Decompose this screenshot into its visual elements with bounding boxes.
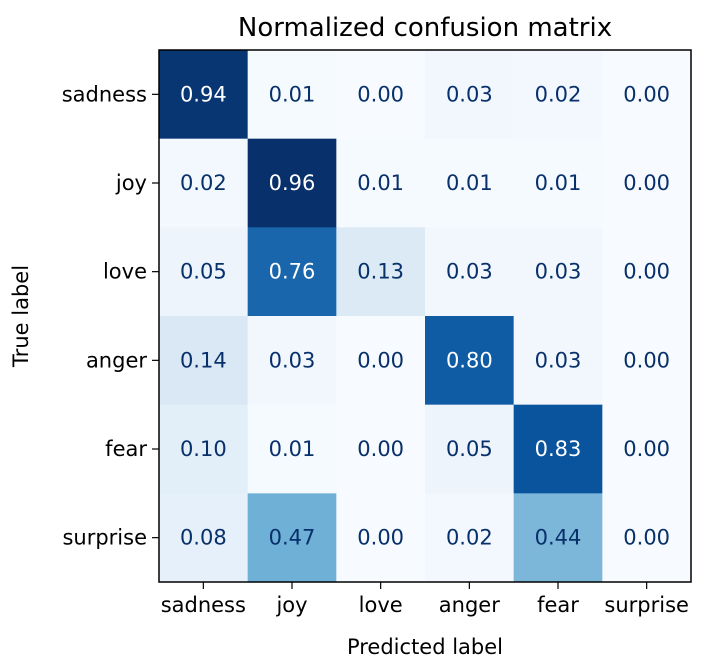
heatmap-cell-sadness-anger (425, 50, 515, 140)
cell-value-label: 0.00 (623, 82, 670, 106)
heatmap-cell-love-fear (513, 227, 603, 317)
heatmap-cell-labels: 0.94 0.01 0.00 0.03 0.02 0.00 0.02 0.96 0.01 0.01… (180, 82, 670, 549)
cell-value-label: 0.00 (357, 526, 404, 550)
cell-value-label: 0.05 (180, 260, 227, 284)
cell-value-label: 0.01 (269, 437, 316, 461)
heatmap-cell-surprise-joy (247, 493, 337, 583)
x-tick-label-anger: anger (439, 593, 500, 617)
cell-value-label: 0.03 (535, 348, 582, 372)
cell-value-label: 0.03 (535, 260, 582, 284)
chart-title: Normalized confusion matrix (238, 13, 612, 43)
heatmap-cell-joy-surprise (602, 138, 692, 228)
heatmap-cell-surprise-surprise (602, 493, 692, 583)
heatmap-cell-surprise-anger (425, 493, 515, 583)
cell-value-label: 0.02 (180, 171, 227, 195)
heatmap-cell-fear-anger (425, 404, 515, 494)
cell-value-label: 0.44 (535, 526, 582, 550)
cell-value-label: 0.03 (269, 348, 316, 372)
heatmap-cell-anger-joy (247, 316, 337, 406)
x-tick-label-love: love (359, 593, 403, 617)
cell-value-label: 0.03 (446, 260, 493, 284)
heatmap-cell-fear-surprise (602, 404, 692, 494)
heatmap-cell-surprise-fear (513, 493, 603, 583)
x-tick-label-surprise: surprise (604, 593, 689, 617)
heatmap-cells (159, 50, 692, 583)
heatmap-cell-love-anger (425, 227, 515, 317)
cell-value-label: 0.96 (269, 171, 316, 195)
heatmap-cell-surprise-love (336, 493, 426, 583)
y-tick-label-love: love (103, 260, 147, 284)
heatmap-cell-anger-anger (425, 316, 515, 406)
heatmap-cell-anger-fear (513, 316, 603, 406)
heatmap-cell-joy-anger (425, 138, 515, 228)
cell-value-label: 0.00 (623, 526, 670, 550)
cell-value-label: 0.01 (269, 82, 316, 106)
cell-value-label: 0.94 (180, 82, 227, 106)
heatmap-cell-love-love (336, 227, 426, 317)
heatmap-cell-love-sadness (159, 227, 249, 317)
y-tick-label-joy: joy (115, 171, 147, 195)
cell-value-label: 0.02 (535, 82, 582, 106)
heatmap-cell-surprise-sadness (159, 493, 249, 583)
y-tick-label-anger: anger (86, 348, 147, 372)
cell-value-label: 0.00 (623, 437, 670, 461)
y-axis-title: True label (9, 265, 33, 368)
cell-value-label: 0.01 (357, 171, 404, 195)
cell-value-label: 0.83 (535, 437, 582, 461)
heatmap-cell-joy-joy (247, 138, 337, 228)
heatmap-cell-fear-sadness (159, 404, 249, 494)
x-tick-label-joy: joy (275, 593, 307, 617)
x-axis-ticks: sadness joy love anger fear surprise (161, 582, 689, 617)
cell-value-label: 0.00 (623, 171, 670, 195)
cell-value-label: 0.14 (180, 348, 227, 372)
cell-value-label: 0.00 (623, 260, 670, 284)
heatmap-cell-sadness-sadness (159, 50, 249, 140)
heatmap-cell-joy-sadness (159, 138, 249, 228)
cell-value-label: 0.76 (269, 260, 316, 284)
heatmap-cell-sadness-love (336, 50, 426, 140)
x-tick-label-sadness: sadness (161, 593, 246, 617)
cell-value-label: 0.01 (535, 171, 582, 195)
heatmap-cell-anger-surprise (602, 316, 692, 406)
cell-value-label: 0.00 (357, 437, 404, 461)
cell-value-label: 0.00 (357, 82, 404, 106)
y-axis-ticks: sadness joy love anger fear surprise (62, 82, 159, 550)
y-tick-label-sadness: sadness (62, 82, 147, 106)
heatmap-cell-love-surprise (602, 227, 692, 317)
heatmap-cell-anger-sadness (159, 316, 249, 406)
cell-value-label: 0.00 (623, 348, 670, 372)
y-tick-label-fear: fear (105, 437, 147, 461)
heatmap-cell-fear-love (336, 404, 426, 494)
heatmap-cell-sadness-surprise (602, 50, 692, 140)
heatmap-cell-fear-joy (247, 404, 337, 494)
heatmap-cell-sadness-joy (247, 50, 337, 140)
cell-value-label: 0.00 (357, 348, 404, 372)
cell-value-label: 0.80 (446, 348, 493, 372)
plot-frame (158, 49, 692, 583)
cell-value-label: 0.05 (446, 437, 493, 461)
cell-value-label: 0.47 (269, 526, 316, 550)
cell-value-label: 0.03 (446, 82, 493, 106)
y-tick-label-surprise: surprise (62, 526, 147, 550)
heatmap-cell-joy-love (336, 138, 426, 228)
heatmap-cell-joy-fear (513, 138, 603, 228)
heatmap-cell-sadness-fear (513, 50, 603, 140)
heatmap-cell-fear-fear (513, 404, 603, 494)
cell-value-label: 0.02 (446, 526, 493, 550)
cell-value-label: 0.08 (180, 526, 227, 550)
x-axis-title: Predicted label (347, 635, 503, 659)
heatmap-cell-love-joy (247, 227, 337, 317)
heatmap-cell-anger-love (336, 316, 426, 406)
x-tick-label-fear: fear (537, 593, 579, 617)
cell-value-label: 0.13 (357, 260, 404, 284)
cell-value-label: 0.01 (446, 171, 493, 195)
cell-value-label: 0.10 (180, 437, 227, 461)
